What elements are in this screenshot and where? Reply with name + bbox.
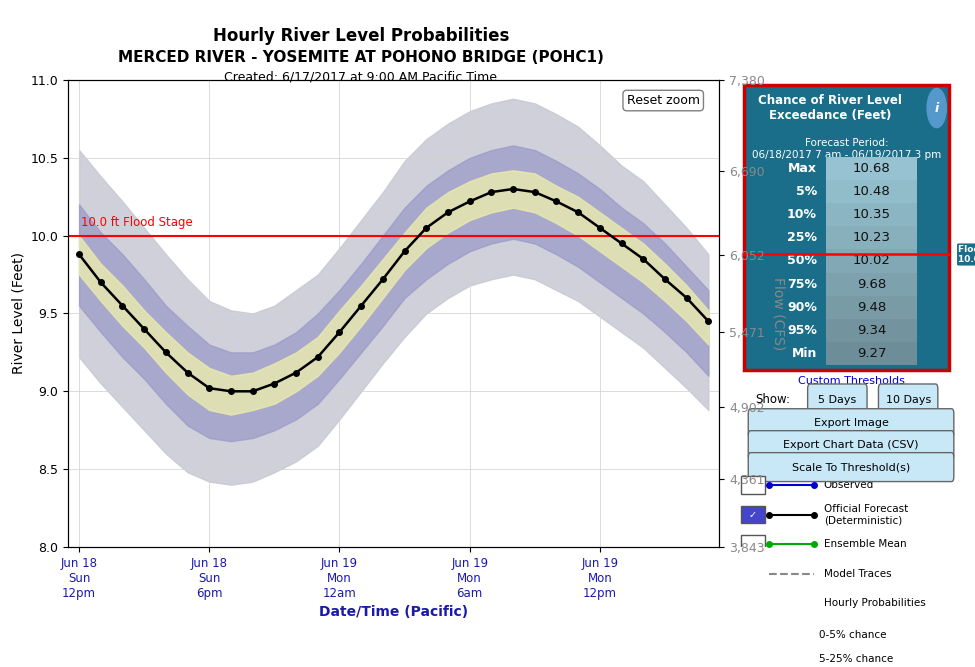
FancyBboxPatch shape: [826, 226, 917, 249]
Text: Ensemble Mean: Ensemble Mean: [824, 539, 906, 549]
FancyBboxPatch shape: [826, 249, 917, 273]
FancyBboxPatch shape: [826, 203, 917, 226]
Text: Official Forecast
(Deterministic): Official Forecast (Deterministic): [824, 504, 908, 526]
FancyBboxPatch shape: [826, 273, 917, 295]
Text: 10%: 10%: [787, 208, 817, 221]
Text: 90%: 90%: [787, 301, 817, 313]
Text: Reset zoom: Reset zoom: [627, 94, 700, 107]
FancyBboxPatch shape: [748, 453, 954, 482]
Text: 5 Days: 5 Days: [818, 395, 856, 405]
Text: 5-25% chance: 5-25% chance: [819, 654, 893, 664]
Text: 25%: 25%: [787, 231, 817, 244]
Bar: [769, 627, 810, 642]
FancyBboxPatch shape: [826, 157, 917, 180]
Text: 9.68: 9.68: [857, 277, 886, 291]
FancyBboxPatch shape: [741, 506, 764, 523]
FancyBboxPatch shape: [807, 384, 867, 416]
Text: Custom Thresholds: Custom Thresholds: [798, 376, 905, 386]
Text: 9.34: 9.34: [857, 323, 886, 337]
X-axis label: Date/Time (Pacific): Date/Time (Pacific): [319, 605, 468, 619]
Y-axis label: River Level (Feet): River Level (Feet): [11, 253, 25, 374]
Text: Min: Min: [792, 347, 817, 360]
Text: 10.68: 10.68: [853, 162, 890, 175]
Text: 10.48: 10.48: [853, 185, 890, 198]
FancyBboxPatch shape: [826, 319, 917, 342]
Text: Scale To Threshold(s): Scale To Threshold(s): [792, 462, 911, 472]
Text: 10 Days: 10 Days: [885, 395, 931, 405]
Text: Forecast Period:
06/18/2017 7 am - 06/19/2017 3 pm: Forecast Period: 06/18/2017 7 am - 06/19…: [752, 139, 941, 160]
Text: Max: Max: [788, 162, 817, 175]
FancyBboxPatch shape: [741, 594, 764, 612]
Text: Chance of River Level
Exceedance (Feet): Chance of River Level Exceedance (Feet): [759, 94, 902, 122]
FancyBboxPatch shape: [826, 295, 917, 319]
Text: Export Image: Export Image: [813, 418, 888, 428]
FancyBboxPatch shape: [741, 535, 764, 552]
Text: Observed: Observed: [824, 480, 874, 490]
FancyBboxPatch shape: [826, 180, 917, 203]
Text: 50%: 50%: [787, 255, 817, 267]
FancyBboxPatch shape: [744, 85, 950, 370]
Text: ✓: ✓: [749, 510, 757, 520]
Text: Created: 6/17/2017 at 9:00 AM Pacific Time: Created: 6/17/2017 at 9:00 AM Pacific Ti…: [224, 70, 497, 83]
FancyBboxPatch shape: [826, 342, 917, 365]
Text: Show:: Show:: [755, 394, 790, 406]
FancyBboxPatch shape: [741, 565, 764, 582]
Text: 9.27: 9.27: [857, 347, 886, 360]
Text: 10.0 ft Flood Stage: 10.0 ft Flood Stage: [81, 217, 193, 229]
Text: 10.23: 10.23: [852, 231, 890, 244]
Text: Flood Stage
10.0 ft    54%: Flood Stage 10.0 ft 54%: [958, 245, 975, 264]
Text: Hourly River Level Probabilities: Hourly River Level Probabilities: [213, 27, 509, 45]
Text: ✓: ✓: [749, 598, 757, 608]
Circle shape: [927, 89, 947, 127]
Text: 10.35: 10.35: [852, 208, 890, 221]
FancyBboxPatch shape: [748, 409, 954, 438]
Text: 95%: 95%: [787, 323, 817, 337]
Text: Export Chart Data (CSV): Export Chart Data (CSV): [783, 440, 918, 450]
Bar: [769, 652, 810, 666]
Text: 9.48: 9.48: [857, 301, 886, 313]
FancyBboxPatch shape: [741, 476, 764, 494]
Text: 5%: 5%: [796, 185, 817, 198]
FancyBboxPatch shape: [748, 431, 954, 460]
Y-axis label: Flow (CFS): Flow (CFS): [771, 277, 786, 350]
Text: 10.02: 10.02: [853, 255, 890, 267]
Text: MERCED RIVER - YOSEMITE AT POHONO BRIDGE (POHC1): MERCED RIVER - YOSEMITE AT POHONO BRIDGE…: [118, 50, 604, 65]
Text: 75%: 75%: [787, 277, 817, 291]
Text: i: i: [935, 101, 939, 115]
Text: Hourly Probabilities: Hourly Probabilities: [824, 598, 925, 608]
FancyBboxPatch shape: [878, 384, 938, 416]
Text: 0-5% chance: 0-5% chance: [819, 630, 886, 640]
Text: Model Traces: Model Traces: [824, 568, 891, 578]
